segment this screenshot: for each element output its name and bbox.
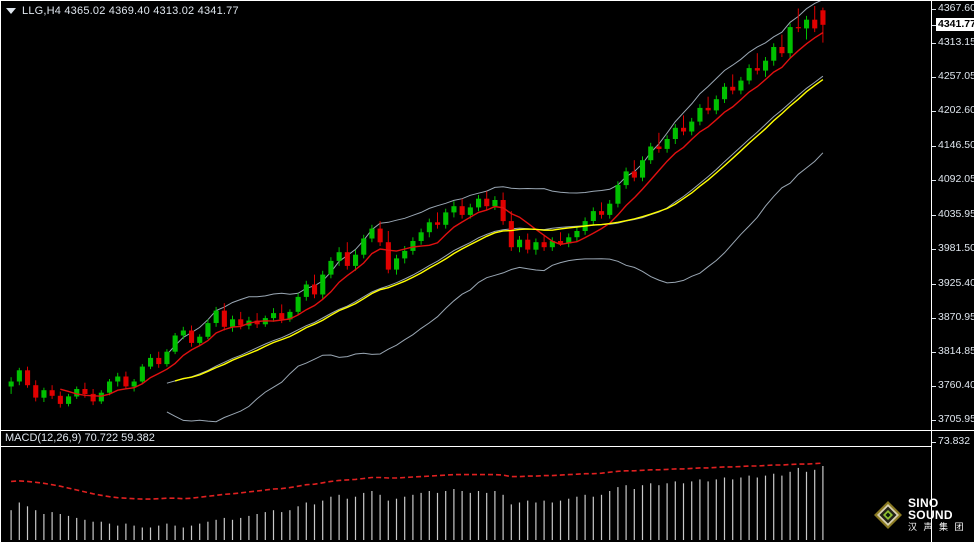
symbol-ohlc-text: LLG,H4 4365.02 4369.40 4313.02 4341.77: [22, 5, 239, 17]
tick-dash: [932, 386, 936, 388]
price-tick: 3814.85: [932, 346, 975, 357]
price-axis[interactable]: 4367.60 4341.77 4313.15 4257.05 4202.60 4146.…: [931, 1, 975, 542]
tick-label: 4313.15: [938, 35, 975, 48]
macd-top-divider: [1, 446, 931, 447]
price-tick: 3705.95: [932, 414, 975, 425]
tick-label: 4092.05: [938, 173, 975, 185]
tick-label: 3925.40: [938, 276, 975, 289]
tick-dash: [932, 248, 936, 250]
axis-divider: [931, 430, 974, 431]
tick-dash: [932, 283, 936, 285]
price-tick-current: 4341.77: [932, 17, 975, 31]
price-tick: 4202.60: [932, 105, 975, 116]
price-tick: 3760.40: [932, 380, 975, 391]
tick-dash: [932, 146, 936, 148]
chevron-down-icon[interactable]: [6, 8, 16, 14]
brand-watermark: SINO SOUND 汉 声 集 团: [873, 497, 975, 532]
price-tick: 4313.15: [932, 36, 975, 47]
tick-label: 3981.50: [938, 241, 975, 254]
tick-label: 4146.50: [938, 139, 975, 152]
brand-text: SINO SOUND 汉 声 集 团: [908, 497, 975, 532]
pane-divider: [1, 430, 974, 431]
price-tick: 3981.50: [932, 242, 975, 253]
brand-name-en: SINO SOUND: [908, 496, 953, 522]
symbol-header: LLG,H4 4365.02 4369.40 4313.02 4341.77: [6, 4, 239, 18]
macd-axis-tick: 73.832: [932, 436, 975, 447]
price-chart-svg: [8, 1, 826, 423]
price-tick: 3925.40: [932, 277, 975, 288]
tick-label: 4035.95: [938, 207, 975, 220]
price-tick: 4367.60: [932, 2, 975, 13]
tick-dash: [932, 317, 936, 319]
price-chart-pane[interactable]: [1, 1, 931, 430]
macd-axis-label: 73.832: [938, 435, 971, 447]
tick-dash: [932, 8, 936, 10]
price-tick: 3870.95: [932, 311, 975, 322]
tick-label: 3705.95: [938, 413, 975, 426]
price-tick: 4146.50: [932, 140, 975, 151]
tick-dash: [932, 420, 936, 422]
price-tick: 4092.05: [932, 174, 975, 185]
tick-label: 4202.60: [938, 104, 975, 117]
tick-dash: [932, 77, 936, 79]
tick-dash: [932, 214, 936, 216]
macd-chart-pane[interactable]: [1, 447, 931, 542]
tick-dash: [932, 24, 936, 26]
price-tick: 4035.95: [932, 208, 975, 219]
tick-label: 4257.05: [938, 70, 975, 83]
diamond-logo-icon: [873, 500, 903, 530]
macd-indicator-label: MACD(12,26,9) 70.722 59.382: [5, 432, 155, 444]
tick-label: 3814.85: [938, 345, 975, 358]
tick-label: 3760.40: [938, 379, 975, 392]
tick-label: 3870.95: [938, 310, 975, 323]
tick-label: 4367.60: [938, 1, 975, 14]
price-tick: 4257.05: [932, 71, 975, 82]
tick-dash: [932, 442, 936, 443]
macd-chart-svg: [10, 462, 824, 540]
tick-dash: [932, 42, 936, 44]
tick-dash: [932, 352, 936, 354]
tick-label: 4341.77: [936, 17, 975, 31]
brand-name-cn: 汉 声 集 团: [908, 522, 966, 532]
tick-dash: [932, 180, 936, 181]
tick-dash: [932, 111, 936, 113]
